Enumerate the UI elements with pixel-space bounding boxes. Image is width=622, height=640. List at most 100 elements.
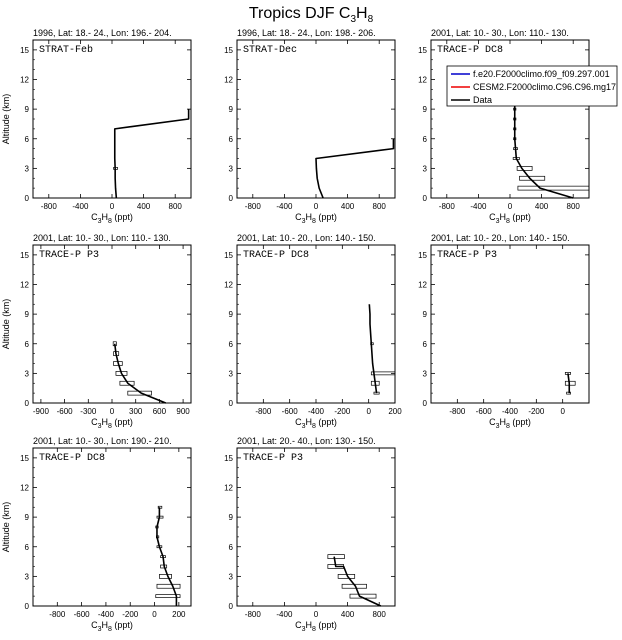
x-axis-label: C3H8 (ppt) [91, 417, 133, 430]
y-tick-label: 12 [224, 484, 233, 493]
y-tick-label: 15 [224, 454, 233, 463]
x-tick-label: -400 [276, 610, 293, 619]
panel-header: 2001, Lat: 10.- 30., Lon: 110.- 130. [33, 233, 171, 243]
error-box [370, 371, 396, 376]
y-tick-label: 3 [229, 572, 234, 581]
x-tick-label: 0 [366, 407, 371, 416]
x-tick-label: 0 [508, 202, 513, 211]
x-tick-label: -900 [33, 407, 50, 416]
y-tick-label: 3 [423, 369, 428, 378]
panel-campaign-label: TRACE-P DC8 [437, 45, 503, 56]
x-tick-label: -800 [439, 202, 456, 211]
x-tick-label: -200 [528, 407, 545, 416]
x-tick-label: 200 [388, 407, 402, 416]
x-tick-label: 400 [535, 202, 549, 211]
y-tick-label: 9 [229, 310, 234, 319]
x-tick-label: -800 [449, 407, 466, 416]
panel-header: 2001, Lat: 20.- 40., Lon: 130.- 150. [237, 436, 376, 446]
panel-campaign-label: TRACE-P DC8 [243, 250, 309, 261]
plot-frame [32, 244, 192, 404]
y-tick-label: 6 [25, 340, 30, 349]
x-tick-label: -600 [74, 610, 91, 619]
legend-label: Data [473, 95, 492, 105]
panel-header: 1996, Lat: 18.- 24., Lon: 198.- 206. [237, 28, 376, 38]
y-tick-label: 12 [418, 281, 427, 290]
y-tick-label: 15 [224, 251, 233, 260]
panel-campaign-label: STRAT-Dec [243, 45, 297, 56]
y-tick-label: 12 [224, 76, 233, 85]
y-tick-label: 6 [25, 543, 30, 552]
x-tick-label: 400 [137, 202, 151, 211]
x-tick-label: 600 [153, 407, 167, 416]
y-tick-label: 9 [229, 105, 234, 114]
y-tick-label: 3 [25, 369, 30, 378]
y-tick-label: 9 [25, 513, 30, 522]
x-axis-label: C3H8 (ppt) [295, 212, 337, 225]
y-tick-label: 12 [418, 76, 427, 85]
x-axis-label: C3H8 (ppt) [91, 212, 133, 225]
panel-campaign-label: TRACE-P P3 [437, 250, 497, 261]
chart-panels: 1996, Lat: 18.- 24., Lon: 196.- 204. STRA… [1, 28, 590, 633]
x-tick-label: 800 [169, 202, 183, 211]
x-tick-label: 300 [129, 407, 143, 416]
y-tick-label: 12 [20, 484, 29, 493]
y-axis-label: Altitude (km) [1, 94, 11, 145]
data-series-line [513, 99, 574, 199]
y-tick-label: 3 [229, 164, 234, 173]
data-series-line [315, 138, 395, 199]
x-tick-label: -400 [502, 407, 519, 416]
panel-header: 1996, Lat: 18.- 24., Lon: 196.- 204. [33, 28, 172, 38]
data-series-line [567, 373, 571, 394]
panel-campaign-label: TRACE-P P3 [243, 453, 303, 464]
chart-panel-4: 2001, Lat: 10.- 30., Lon: 110.- 130. TRAC… [1, 233, 192, 430]
y-tick-label: 0 [25, 602, 30, 611]
error-box [155, 594, 181, 598]
plot-frame [430, 39, 590, 199]
panel-header: 2001, Lat: 10.- 30., Lon: 190.- 210. [33, 436, 172, 446]
chart-panel-7: 2001, Lat: 10.- 30., Lon: 190.- 210. TRAC… [1, 436, 192, 633]
panel-header: 2001, Lat: 10.- 20., Lon: 140.- 150. [431, 233, 570, 243]
chart-panel-1: 1996, Lat: 18.- 24., Lon: 196.- 204. STRA… [1, 28, 192, 225]
y-tick-label: 15 [20, 251, 29, 260]
error-box [327, 554, 345, 559]
x-tick-label: 400 [341, 202, 355, 211]
y-tick-label: 3 [25, 164, 30, 173]
y-tick-label: 6 [229, 340, 234, 349]
data-series-line [368, 304, 378, 394]
x-tick-label: -600 [476, 407, 493, 416]
x-tick-label: -300 [80, 407, 97, 416]
chart-panel-6: 2001, Lat: 10.- 20., Lon: 140.- 150. TRAC… [418, 233, 590, 430]
y-tick-label: 0 [423, 399, 428, 408]
plot-frame [236, 244, 396, 404]
x-tick-label: 0 [152, 610, 157, 619]
plot-frame [32, 447, 192, 607]
error-box [516, 166, 533, 171]
data-series-line [333, 556, 382, 607]
y-tick-label: 0 [229, 602, 234, 611]
y-tick-label: 6 [25, 135, 30, 144]
chart-panel-8: 2001, Lat: 20.- 40., Lon: 130.- 150. TRAC… [224, 436, 396, 633]
y-tick-label: 15 [418, 46, 427, 55]
y-tick-label: 6 [229, 543, 234, 552]
x-axis-label: C3H8 (ppt) [295, 417, 337, 430]
y-tick-label: 15 [20, 46, 29, 55]
panel-campaign-label: STRAT-Feb [39, 44, 93, 56]
x-tick-label: -400 [72, 202, 89, 211]
y-tick-label: 3 [25, 572, 30, 581]
chart-panel-5: 2001, Lat: 10.- 20., Lon: 140.- 150. TRAC… [224, 233, 402, 430]
plot-frame [236, 39, 396, 199]
chart-panel-2: 1996, Lat: 18.- 24., Lon: 198.- 206. STRA… [224, 28, 396, 225]
data-series-line [113, 109, 190, 199]
x-tick-label: -600 [57, 407, 74, 416]
x-tick-label: 800 [373, 202, 387, 211]
x-tick-label: 800 [373, 610, 387, 619]
y-tick-label: 6 [423, 135, 428, 144]
panel-header: 2001, Lat: 10.- 20., Lon: 140.- 150. [237, 233, 376, 243]
x-tick-label: -400 [276, 202, 293, 211]
x-tick-label: 0 [314, 202, 319, 211]
x-tick-label: -800 [41, 202, 58, 211]
x-axis-label: C3H8 (ppt) [91, 620, 133, 633]
y-tick-label: 0 [423, 194, 428, 203]
error-box [159, 574, 172, 579]
x-tick-label: 400 [341, 610, 355, 619]
